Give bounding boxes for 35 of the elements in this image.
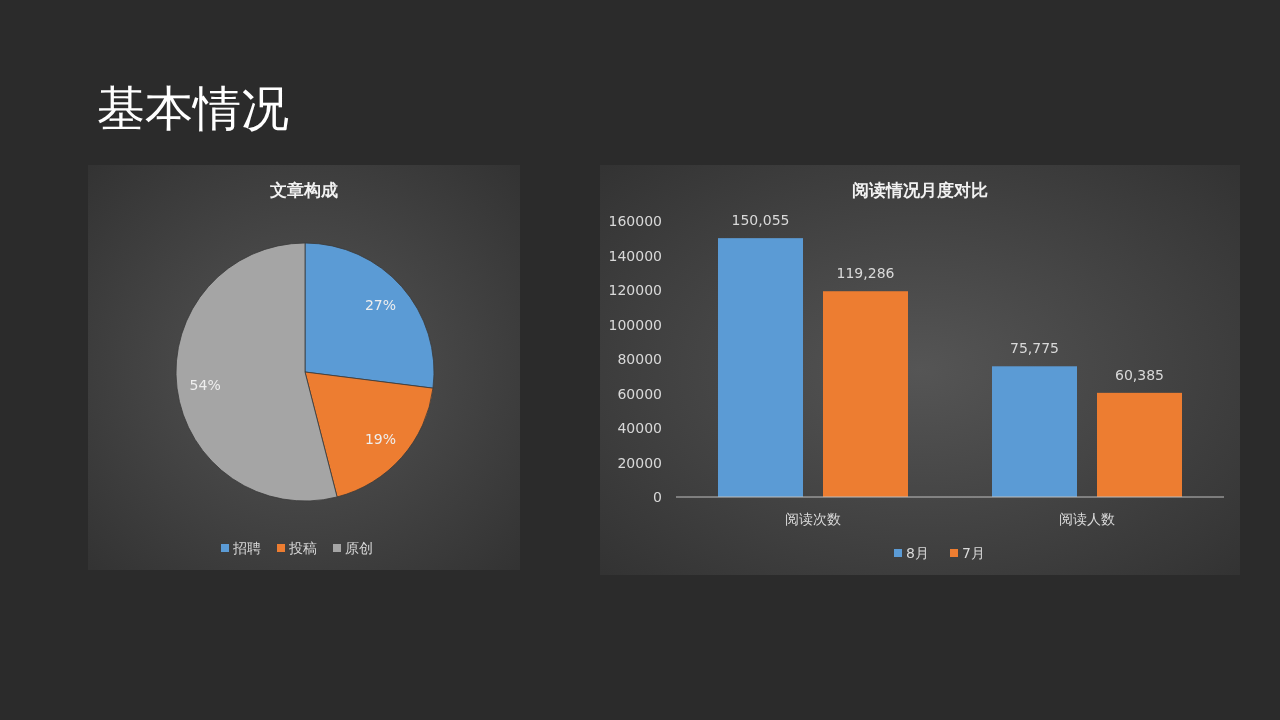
chart-title: 阅读情况月度对比 — [852, 180, 988, 200]
bar — [718, 238, 803, 497]
legend-item: 招聘 — [221, 540, 261, 556]
bar — [823, 291, 908, 497]
legend-item: 7月 — [950, 545, 985, 561]
x-tick-label: 阅读人数 — [1059, 511, 1115, 527]
y-tick-label: 80000 — [617, 351, 662, 367]
legend-label: 8月 — [906, 545, 929, 561]
data-label: 54% — [189, 376, 221, 393]
chart-title: 文章构成 — [269, 180, 338, 200]
data-label: 27% — [364, 297, 397, 314]
y-tick-label: 60000 — [617, 385, 662, 402]
legend-item: 投稿 — [277, 540, 317, 556]
legend-item: 原创 — [333, 540, 373, 556]
legend-label: 7月 — [962, 545, 985, 561]
y-tick-label: 100000 — [608, 316, 662, 333]
bar — [992, 366, 1077, 497]
y-tick-label: 160000 — [608, 213, 662, 229]
y-tick-label: 120000 — [608, 282, 662, 298]
y-tick-label: 140000 — [608, 247, 662, 264]
data-label: 19% — [364, 430, 397, 447]
text: 基本情况 — [97, 80, 289, 136]
y-tick-label: 20000 — [617, 454, 662, 471]
legend-label: 招聘 — [232, 540, 261, 556]
legend-label: 原创 — [345, 540, 373, 556]
x-tick-label: 阅读次数 — [785, 511, 841, 527]
legend-label: 投稿 — [288, 540, 317, 556]
data-label: 119,286 — [836, 265, 895, 282]
bar — [1097, 392, 1182, 497]
data-label: 150,055 — [731, 212, 790, 229]
data-label: 60,385 — [1115, 366, 1164, 383]
data-label: 75,775 — [1010, 340, 1059, 357]
legend-item: 8月 — [894, 545, 929, 561]
y-tick-label: 0 — [653, 489, 662, 505]
y-tick-label: 40000 — [617, 420, 662, 436]
